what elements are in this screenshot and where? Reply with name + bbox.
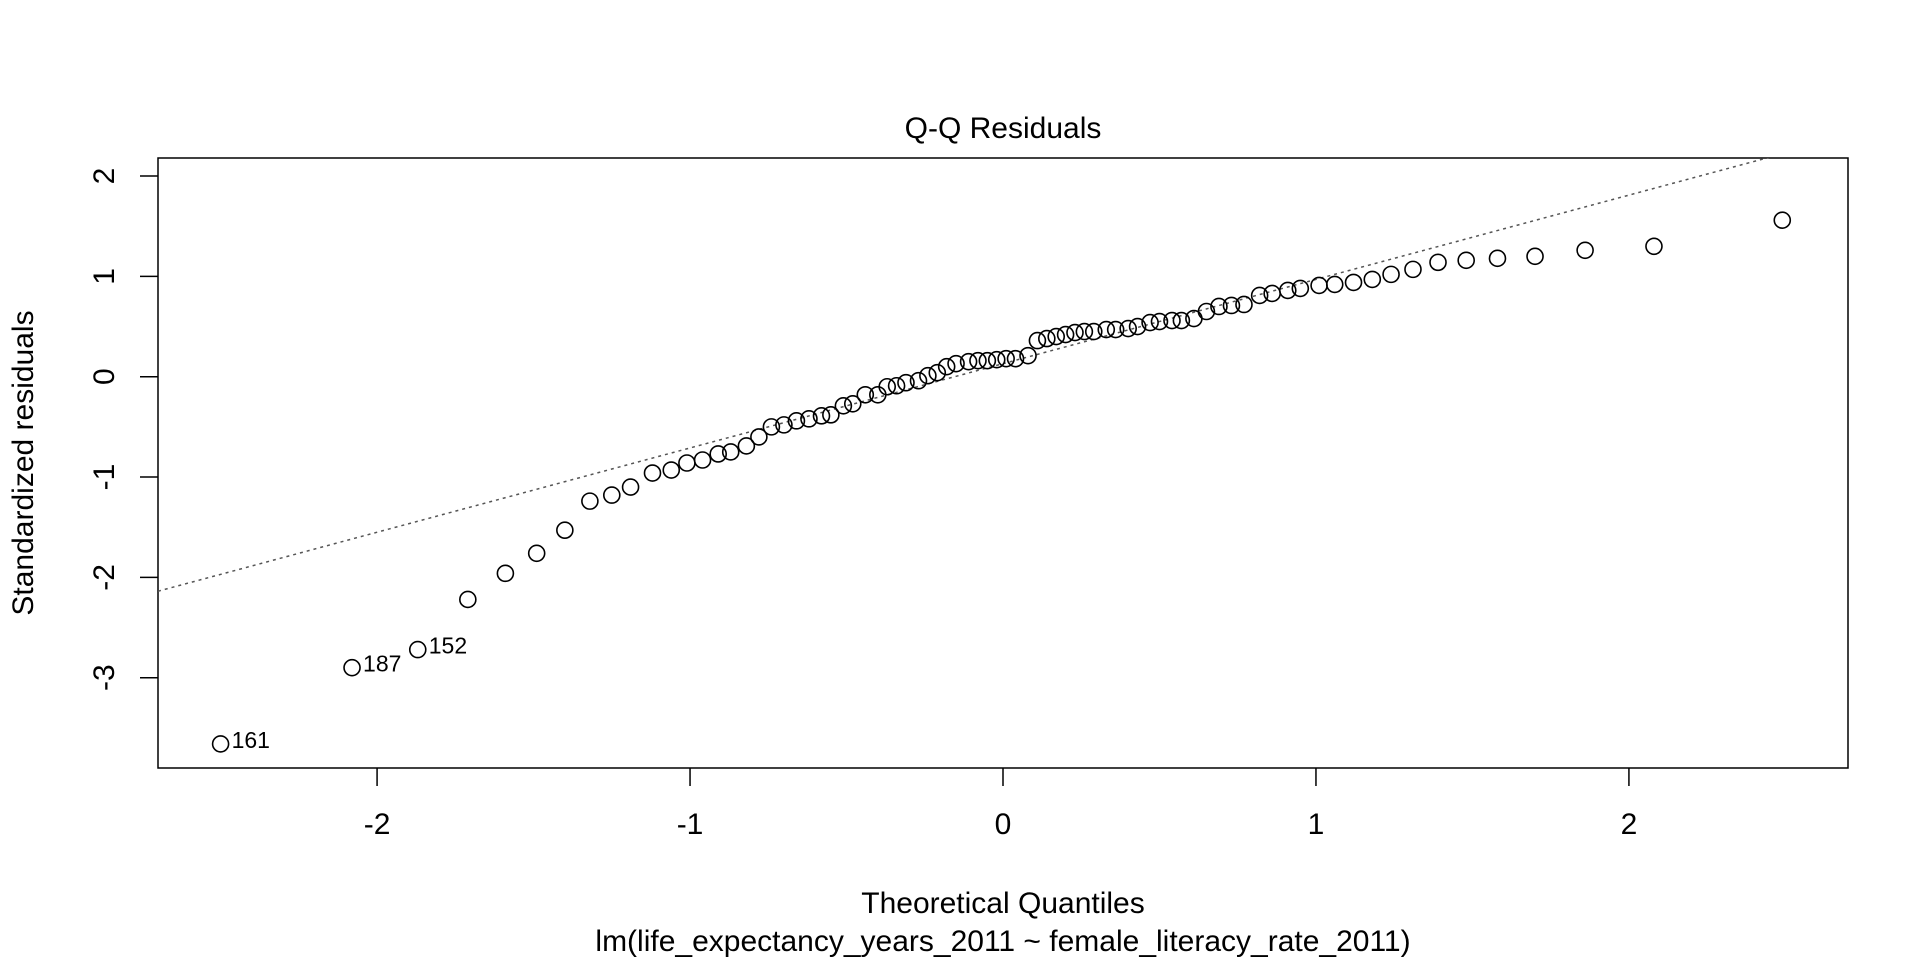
point <box>459 590 477 609</box>
y-tick-label: 2 <box>88 168 121 185</box>
point <box>1097 320 1116 339</box>
point <box>1645 237 1663 256</box>
point <box>978 351 997 370</box>
point <box>1250 286 1269 305</box>
point <box>1291 279 1310 298</box>
point <box>843 395 862 413</box>
point <box>709 445 728 463</box>
point <box>1128 317 1147 336</box>
point <box>1222 296 1241 315</box>
point <box>1006 349 1025 368</box>
y-axis-label: Standardized residuals <box>7 310 40 615</box>
point <box>737 437 756 455</box>
point <box>1038 329 1056 348</box>
point <box>987 350 1006 369</box>
point <box>1773 211 1792 230</box>
point <box>762 418 781 436</box>
y-tick-label: -2 <box>88 564 121 591</box>
y-tick-label: -1 <box>88 464 121 491</box>
point <box>750 428 768 446</box>
point <box>527 544 546 563</box>
point <box>662 461 681 479</box>
y-tick-label: -3 <box>88 664 121 691</box>
point <box>621 478 640 496</box>
point <box>211 735 230 753</box>
point <box>928 363 947 382</box>
point <box>1457 251 1475 270</box>
point <box>812 407 831 425</box>
point <box>1028 331 1047 350</box>
point <box>822 406 840 424</box>
point <box>1344 273 1363 292</box>
x-tick-label: -1 <box>677 808 704 841</box>
x-tick-label: -2 <box>364 808 391 841</box>
point <box>602 486 621 504</box>
point <box>693 451 712 469</box>
point <box>887 376 906 395</box>
point <box>878 377 897 396</box>
point-label: 161 <box>232 727 270 753</box>
point <box>856 385 875 404</box>
point <box>787 412 806 430</box>
x-tick-label: 2 <box>1621 808 1638 841</box>
point <box>909 371 928 390</box>
point <box>1363 270 1382 289</box>
point <box>1075 322 1094 341</box>
point <box>1429 253 1447 272</box>
y-tick-label: 1 <box>88 268 121 285</box>
point <box>1084 322 1103 341</box>
point <box>919 366 937 385</box>
point <box>947 354 965 373</box>
x-tick-label: 0 <box>995 808 1012 841</box>
point <box>1235 295 1253 314</box>
point <box>1141 313 1159 332</box>
point <box>1576 241 1594 260</box>
point <box>1382 265 1400 284</box>
point <box>1056 325 1075 344</box>
point <box>1119 319 1137 338</box>
point <box>1066 323 1084 342</box>
point <box>1526 247 1544 266</box>
point <box>1106 320 1125 339</box>
point <box>1047 327 1066 346</box>
point <box>959 352 978 371</box>
point <box>969 351 987 370</box>
point <box>1278 281 1297 300</box>
point <box>1150 312 1169 331</box>
point <box>1325 275 1344 294</box>
point <box>408 640 427 659</box>
point-label: 152 <box>429 633 467 659</box>
subtitle: lm(life_expectancy_years_2011 ~ female_l… <box>595 925 1410 958</box>
x-axis-label: Theoretical Quantiles <box>861 887 1144 920</box>
point <box>581 492 599 510</box>
point <box>1488 249 1507 268</box>
point <box>1197 302 1216 321</box>
point <box>1172 311 1191 330</box>
point <box>1019 346 1037 365</box>
point <box>556 521 574 540</box>
y-tick-label: 0 <box>88 368 121 385</box>
point <box>1404 260 1422 279</box>
point <box>496 564 515 583</box>
point <box>1163 311 1181 330</box>
point <box>834 397 853 415</box>
point <box>897 373 915 392</box>
point <box>343 658 361 677</box>
point <box>721 443 740 461</box>
point <box>800 410 818 428</box>
point <box>775 416 793 434</box>
point <box>937 357 956 376</box>
point <box>1210 297 1228 316</box>
point <box>997 349 1015 368</box>
point-label: 187 <box>363 651 401 677</box>
point <box>643 464 662 482</box>
x-tick-label: 1 <box>1308 808 1325 841</box>
chart-title: Q-Q Residuals <box>905 112 1102 145</box>
